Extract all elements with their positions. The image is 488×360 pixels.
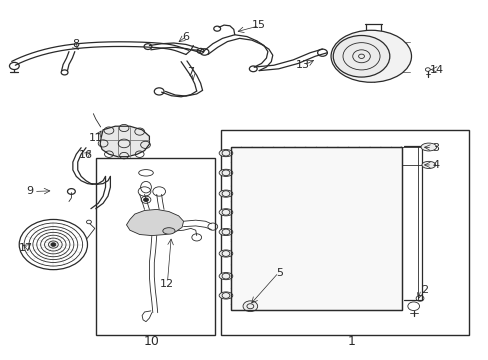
Polygon shape <box>100 126 149 157</box>
Ellipse shape <box>421 161 435 168</box>
Text: 10: 10 <box>143 335 160 348</box>
Ellipse shape <box>219 250 232 257</box>
Text: 5: 5 <box>276 268 283 278</box>
Text: 13: 13 <box>295 60 309 70</box>
Ellipse shape <box>219 273 232 280</box>
Bar <box>230 147 401 310</box>
Ellipse shape <box>420 143 436 151</box>
Ellipse shape <box>219 209 232 216</box>
Text: 4: 4 <box>431 160 438 170</box>
Text: 6: 6 <box>182 32 189 41</box>
Ellipse shape <box>219 190 232 197</box>
Circle shape <box>143 198 148 202</box>
Ellipse shape <box>330 30 411 82</box>
Ellipse shape <box>163 228 175 234</box>
Text: 9: 9 <box>26 186 34 197</box>
Text: 14: 14 <box>429 64 443 75</box>
Text: 7: 7 <box>187 67 194 77</box>
Bar <box>96 158 215 335</box>
Circle shape <box>332 36 389 77</box>
Text: 8: 8 <box>73 39 80 49</box>
Text: 16: 16 <box>79 150 93 160</box>
Text: 2: 2 <box>421 285 427 296</box>
Ellipse shape <box>219 228 232 235</box>
Text: 1: 1 <box>347 335 355 348</box>
Polygon shape <box>126 210 183 235</box>
Text: 17: 17 <box>19 243 33 253</box>
Ellipse shape <box>219 149 232 157</box>
Text: 15: 15 <box>252 20 265 30</box>
Ellipse shape <box>219 169 232 176</box>
Circle shape <box>243 301 257 312</box>
Circle shape <box>51 243 56 246</box>
Bar <box>230 147 401 310</box>
Text: 3: 3 <box>431 143 438 153</box>
Text: 11: 11 <box>89 133 102 143</box>
Ellipse shape <box>219 292 232 299</box>
Bar <box>221 130 468 335</box>
Text: 12: 12 <box>159 279 173 289</box>
